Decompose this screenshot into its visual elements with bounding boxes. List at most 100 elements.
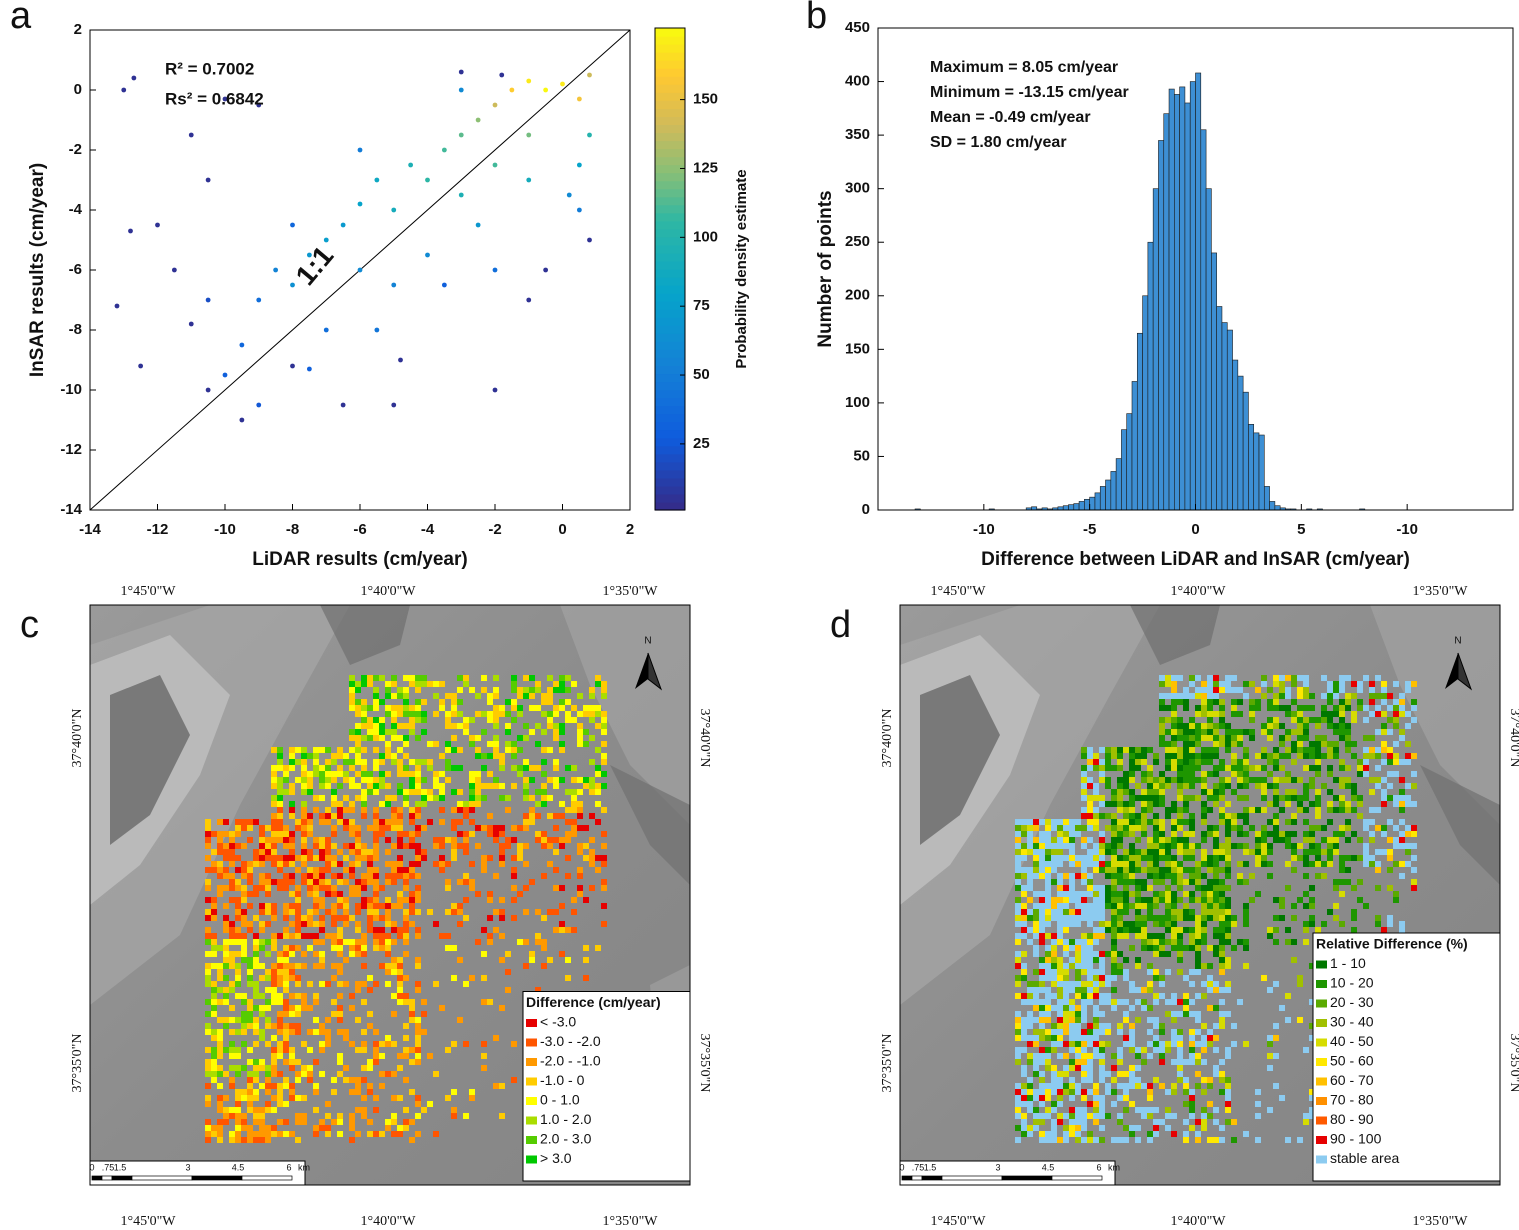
map-cell xyxy=(1303,903,1309,909)
map-cell xyxy=(1039,987,1045,993)
map-cell xyxy=(1285,993,1291,999)
map-cell xyxy=(415,831,421,837)
map-cell xyxy=(1387,717,1393,723)
map-cell xyxy=(1057,963,1063,969)
map-cell xyxy=(517,891,523,897)
map-cell xyxy=(511,825,517,831)
map-cell xyxy=(553,909,559,915)
map-cell xyxy=(1225,1053,1231,1059)
colorbar-tick-label: 100 xyxy=(693,228,718,245)
map-cell xyxy=(1063,1125,1069,1131)
map-cell xyxy=(337,1119,343,1125)
map-cell xyxy=(313,753,319,759)
map-cell xyxy=(553,687,559,693)
map-cell xyxy=(1015,1035,1021,1041)
map-cell xyxy=(403,765,409,771)
map-cell xyxy=(1135,765,1141,771)
colorbar-tick-label: 25 xyxy=(693,435,710,452)
map-cell xyxy=(325,1113,331,1119)
map-cell xyxy=(241,1113,247,1119)
map-cell xyxy=(1153,777,1159,783)
map-cell xyxy=(583,711,589,717)
map-cell xyxy=(1099,1095,1105,1101)
map-cell xyxy=(337,849,343,855)
map-cell xyxy=(1243,915,1249,921)
map-cell xyxy=(1075,975,1081,981)
map-cell xyxy=(337,1131,343,1137)
map-cell xyxy=(1117,783,1123,789)
map-cell xyxy=(337,1113,343,1119)
map-cell xyxy=(1201,759,1207,765)
scale-label: .75 xyxy=(102,1162,115,1172)
map-cell xyxy=(1045,1137,1051,1143)
map-cell xyxy=(1207,879,1213,885)
map-cell xyxy=(391,903,397,909)
map-cell xyxy=(1177,783,1183,789)
map-cell xyxy=(1273,981,1279,987)
map-cell xyxy=(1057,861,1063,867)
map-cell xyxy=(1099,951,1105,957)
map-cell xyxy=(349,849,355,855)
map-cell xyxy=(1153,753,1159,759)
map-cell xyxy=(1015,873,1021,879)
map-cell xyxy=(1153,903,1159,909)
map-cell xyxy=(595,867,601,873)
map-cell xyxy=(1099,897,1105,903)
map-cell xyxy=(1147,1017,1153,1023)
map-cell xyxy=(223,963,229,969)
map-cell xyxy=(439,753,445,759)
map-cell xyxy=(487,939,493,945)
scatter-point xyxy=(493,103,498,108)
map-cell xyxy=(337,873,343,879)
map-cell xyxy=(1261,681,1267,687)
map-cell xyxy=(547,795,553,801)
map-cell xyxy=(1045,969,1051,975)
map-cell xyxy=(349,747,355,753)
map-cell xyxy=(1063,939,1069,945)
map-cell xyxy=(1099,1101,1105,1107)
map-cell xyxy=(1117,837,1123,843)
map-cell xyxy=(463,915,469,921)
map-cell xyxy=(409,783,415,789)
map-cell xyxy=(415,981,421,987)
map-cell xyxy=(367,987,373,993)
map-cell xyxy=(1381,723,1387,729)
map-cell xyxy=(367,861,373,867)
map-cell xyxy=(1039,903,1045,909)
map-cell xyxy=(367,729,373,735)
map-cell xyxy=(277,807,283,813)
map-cell xyxy=(319,765,325,771)
map-cell xyxy=(1183,837,1189,843)
map-cell xyxy=(1375,807,1381,813)
map-cell xyxy=(535,939,541,945)
map-cell xyxy=(1189,927,1195,933)
map-cell xyxy=(385,837,391,843)
coordinate-label: 37°35'0"N xyxy=(70,1034,85,1093)
map-cell xyxy=(1093,1023,1099,1029)
map-cell xyxy=(415,687,421,693)
map-cell xyxy=(559,747,565,753)
map-cell xyxy=(1021,849,1027,855)
map-cell xyxy=(1273,783,1279,789)
colorbar-segment xyxy=(655,309,685,318)
map-cell xyxy=(565,975,571,981)
map-cell xyxy=(1021,819,1027,825)
map-cell xyxy=(1225,855,1231,861)
map-cell xyxy=(1255,831,1261,837)
map-cell xyxy=(1045,837,1051,843)
map-cell xyxy=(217,1047,223,1053)
map-cell xyxy=(385,903,391,909)
map-cell xyxy=(205,831,211,837)
map-cell xyxy=(1309,915,1315,921)
map-cell xyxy=(1069,891,1075,897)
map-cell xyxy=(403,1107,409,1113)
map-cell xyxy=(553,681,559,687)
map-cell xyxy=(301,915,307,921)
map-cell xyxy=(1087,1071,1093,1077)
map-cell xyxy=(1159,681,1165,687)
map-cell xyxy=(1387,747,1393,753)
map-cell xyxy=(1201,747,1207,753)
map-cell xyxy=(1303,1047,1309,1053)
map-cell xyxy=(1333,705,1339,711)
map-cell xyxy=(1075,963,1081,969)
